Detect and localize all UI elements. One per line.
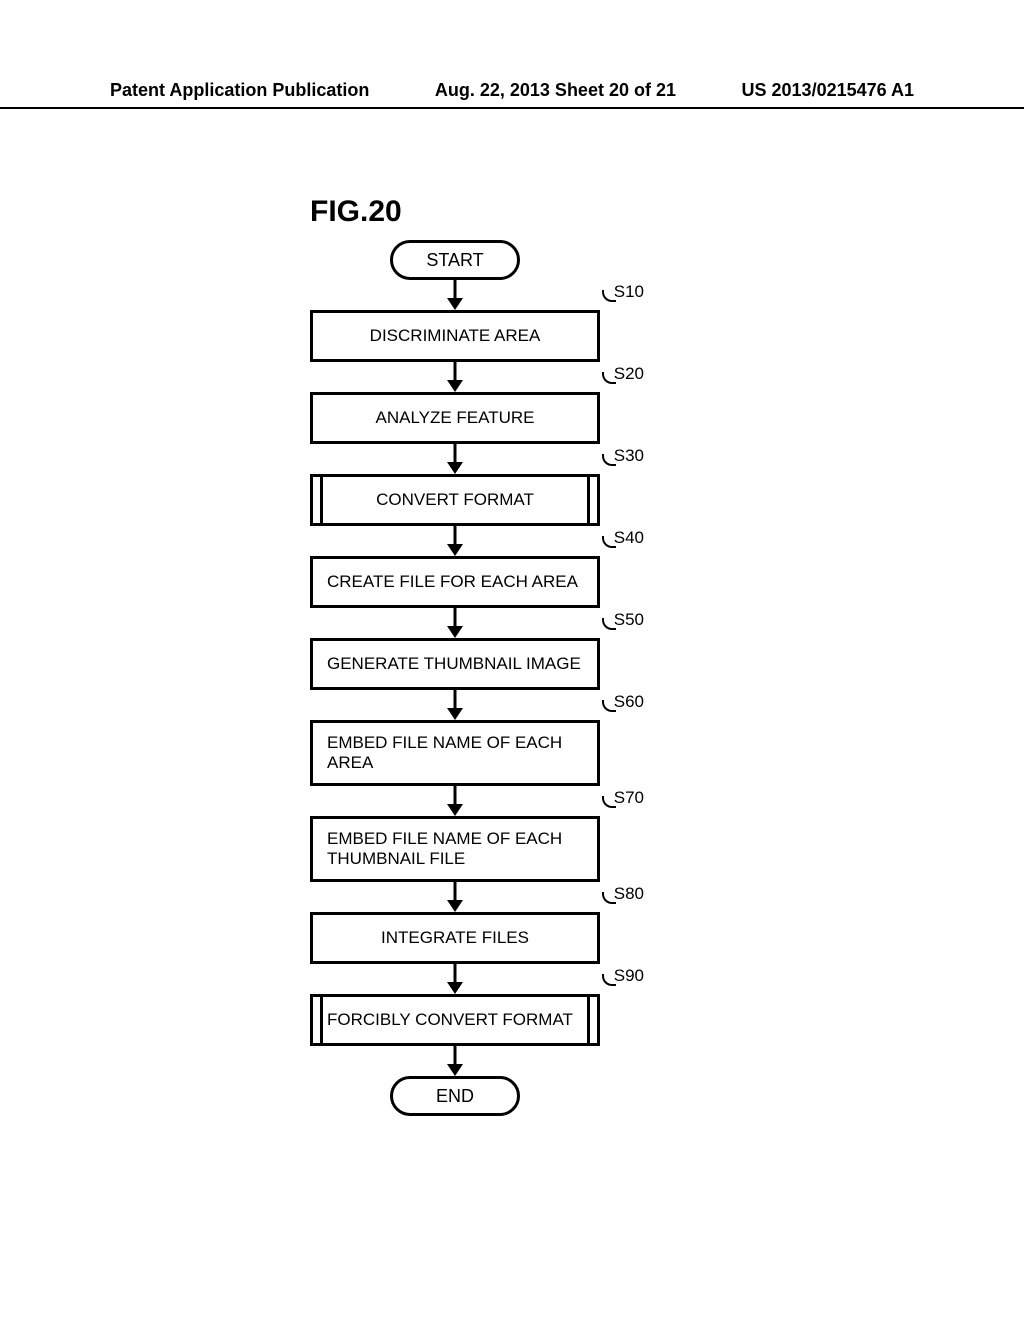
header-center-text: Aug. 22, 2013 Sheet 20 of 21: [435, 80, 676, 101]
process-step-s40: CREATE FILE FOR EACH AREA: [310, 556, 600, 608]
flow-arrow: [310, 1046, 600, 1076]
flowchart-container: STARTS10 DISCRIMINATE AREA S20 ANALYZE FEAT…: [310, 240, 600, 1116]
step-id-label: S60: [614, 692, 644, 712]
arrow-head-icon: [447, 380, 463, 392]
process-step-text: ANALYZE FEATURE: [375, 408, 534, 428]
arrow-head-icon: [447, 298, 463, 310]
flow-arrow: S80: [310, 882, 600, 912]
step-id-label: S40: [614, 528, 644, 548]
flow-arrow: S10: [310, 280, 600, 310]
patent-header: Patent Application Publication Aug. 22, …: [0, 80, 1024, 109]
flow-arrow: S40: [310, 526, 600, 556]
flow-arrow: S50: [310, 608, 600, 638]
arrow-head-icon: [447, 900, 463, 912]
process-step-text: GENERATE THUMBNAIL IMAGE: [327, 654, 581, 674]
process-step-s80: INTEGRATE FILES: [310, 912, 600, 964]
arrow-head-icon: [447, 626, 463, 638]
flow-arrow: S60: [310, 690, 600, 720]
process-step-text: EMBED FILE NAME OF EACH THUMBNAIL FILE: [327, 829, 583, 869]
step-id-label: S90: [614, 966, 644, 986]
flow-arrow: S90: [310, 964, 600, 994]
process-step-s20: ANALYZE FEATURE: [310, 392, 600, 444]
flow-arrow: S20: [310, 362, 600, 392]
process-step-text: CONVERT FORMAT: [376, 490, 534, 510]
process-step-s90: FORCIBLY CONVERT FORMAT: [310, 994, 600, 1046]
arrow-head-icon: [447, 982, 463, 994]
step-id-label: S30: [614, 446, 644, 466]
process-step-s50: GENERATE THUMBNAIL IMAGE: [310, 638, 600, 690]
process-step-text: DISCRIMINATE AREA: [370, 326, 541, 346]
process-step-text: EMBED FILE NAME OF EACH AREA: [327, 733, 583, 773]
end-terminator: END: [390, 1076, 520, 1116]
step-id-label: S10: [614, 282, 644, 302]
process-step-text: INTEGRATE FILES: [381, 928, 529, 948]
arrow-head-icon: [447, 544, 463, 556]
process-step-s70: EMBED FILE NAME OF EACH THUMBNAIL FILE: [310, 816, 600, 882]
process-step-s30: CONVERT FORMAT: [310, 474, 600, 526]
step-id-label: S20: [614, 364, 644, 384]
header-right-text: US 2013/0215476 A1: [742, 80, 1024, 101]
process-step-text: CREATE FILE FOR EACH AREA: [327, 572, 578, 592]
arrow-head-icon: [447, 462, 463, 474]
arrow-head-icon: [447, 1064, 463, 1076]
arrow-head-icon: [447, 708, 463, 720]
process-step-s60: EMBED FILE NAME OF EACH AREA: [310, 720, 600, 786]
process-step-s10: DISCRIMINATE AREA: [310, 310, 600, 362]
step-id-label: S50: [614, 610, 644, 630]
step-id-label: S80: [614, 884, 644, 904]
header-left-text: Patent Application Publication: [0, 80, 369, 101]
figure-label: FIG.20: [310, 195, 402, 229]
flow-arrow: S70: [310, 786, 600, 816]
process-step-text: FORCIBLY CONVERT FORMAT: [327, 1010, 573, 1030]
flow-arrow: S30: [310, 444, 600, 474]
step-id-label: S70: [614, 788, 644, 808]
arrow-head-icon: [447, 804, 463, 816]
start-terminator: START: [390, 240, 520, 280]
